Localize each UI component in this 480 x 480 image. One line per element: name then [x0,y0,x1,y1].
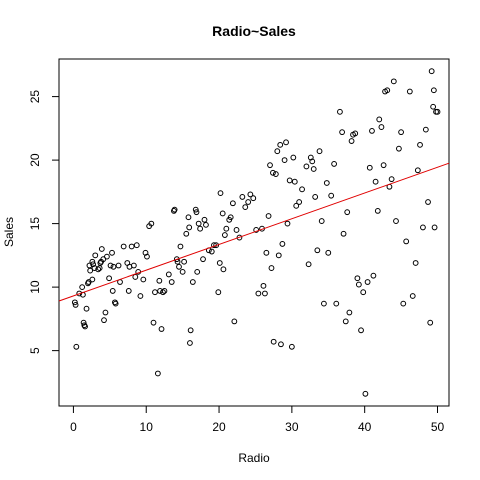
x-axis-label: Radio [238,451,270,465]
y-tick-label: 10 [28,280,42,294]
x-tick-label: 30 [285,420,299,434]
x-tick-label: 0 [70,420,77,434]
y-axis-label: Sales [2,217,16,247]
x-tick-label: 40 [358,420,372,434]
x-tick-label: 10 [140,420,154,434]
y-tick-label: 20 [28,153,42,167]
y-tick-label: 25 [28,90,42,104]
chart-title: Radio~Sales [212,23,296,39]
y-tick-label: 15 [28,217,42,231]
x-tick-label: 20 [212,420,226,434]
x-tick-label: 50 [431,420,445,434]
y-tick-label: 5 [28,347,42,354]
